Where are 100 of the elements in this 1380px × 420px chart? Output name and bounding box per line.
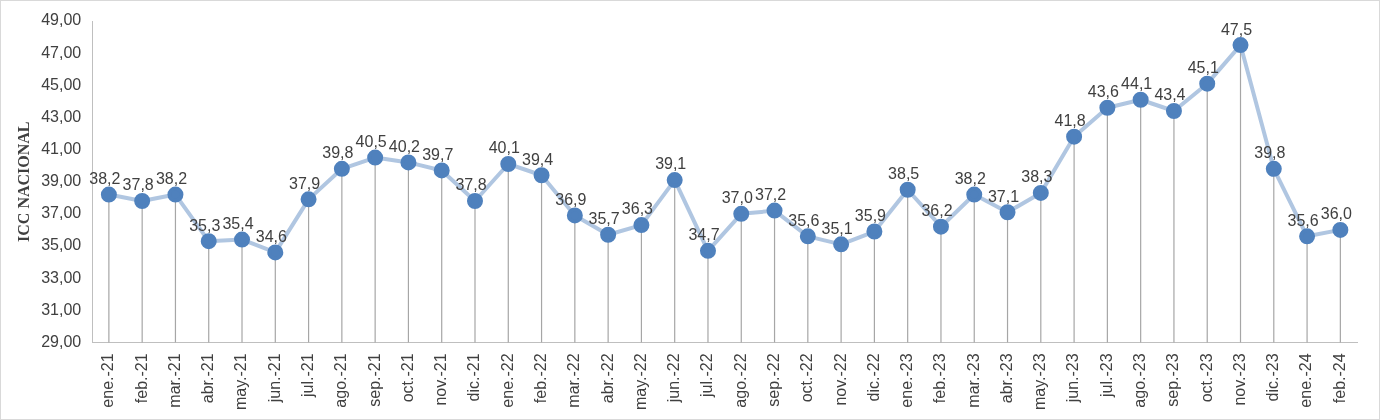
x-tick-label: oct.-22 — [798, 353, 816, 403]
point — [1299, 228, 1316, 245]
point — [333, 160, 350, 177]
data-label: 40,5 — [355, 133, 387, 150]
x-tick-label: sep.-21 — [365, 353, 383, 407]
x-tick-label: mar.-22 — [565, 353, 583, 408]
data-label: 38,3 — [1021, 168, 1053, 186]
data-label: 35,4 — [222, 214, 254, 232]
x-tick-label: feb.-23 — [931, 353, 949, 404]
x-tick-label: ene.-21 — [99, 353, 117, 408]
x-tick-label: ago.-22 — [731, 353, 749, 408]
data-label: 43,4 — [1154, 86, 1186, 104]
point — [566, 207, 583, 224]
point — [533, 167, 550, 184]
y-axis-title: ICC NACIONAL — [14, 121, 32, 242]
data-label: 40,1 — [488, 139, 520, 157]
data-label: 44,1 — [1121, 75, 1153, 93]
point — [1332, 221, 1349, 238]
point — [1132, 91, 1149, 108]
x-tick-label: jun.-21 — [265, 353, 283, 404]
x-tick-label: dic.-21 — [465, 353, 483, 402]
x-tick-label: jul.-23 — [1097, 353, 1115, 398]
x-tick-label: feb.-21 — [132, 353, 150, 404]
data-label: 35,3 — [189, 216, 221, 234]
y-tick-label: 33,00 — [41, 268, 82, 286]
point — [899, 181, 916, 198]
data-label: 45,1 — [1187, 59, 1219, 77]
y-tick-label: 49,00 — [41, 11, 82, 29]
data-label: 38,5 — [888, 165, 920, 183]
point — [467, 192, 483, 209]
data-label: 37,9 — [289, 174, 321, 192]
data-label: 40,2 — [388, 137, 421, 155]
x-tick-label: may.-23 — [1031, 353, 1049, 410]
y-tick-label: 45,00 — [41, 75, 82, 93]
point — [600, 226, 617, 243]
data-label: 41,8 — [1054, 112, 1086, 130]
data-label: 35,6 — [1287, 211, 1319, 229]
x-tick-label: feb.-22 — [531, 353, 549, 404]
point — [167, 186, 184, 203]
point — [733, 205, 750, 222]
x-tick-label: oct.-21 — [398, 353, 416, 403]
point — [267, 244, 284, 261]
point — [932, 218, 949, 235]
data-label: 37,2 — [754, 186, 787, 204]
data-label: 36,2 — [921, 202, 953, 220]
x-tick-label: mar.-23 — [964, 353, 982, 408]
data-label: 36,9 — [555, 190, 587, 208]
data-label: 34,6 — [255, 227, 287, 245]
x-tick-label: feb.-24 — [1330, 353, 1348, 404]
data-label: 35,1 — [821, 219, 853, 237]
point — [1099, 99, 1116, 116]
data-label: 39,8 — [322, 144, 354, 162]
point — [833, 236, 850, 253]
point — [234, 231, 251, 248]
x-tick-label: dic.-23 — [1264, 353, 1282, 402]
data-label: 36,0 — [1320, 205, 1353, 223]
x-tick-label: jul.-22 — [698, 353, 716, 398]
y-tick-label: 39,00 — [41, 172, 82, 190]
point — [500, 156, 517, 173]
point — [1066, 128, 1083, 145]
x-tick-label: may.-22 — [631, 353, 649, 410]
point — [1232, 37, 1249, 54]
data-label: 35,6 — [788, 211, 820, 229]
x-tick-label: dic.-22 — [864, 353, 882, 402]
x-tick-label: mar.-21 — [165, 353, 183, 408]
point — [799, 228, 816, 245]
y-tick-label: 43,00 — [41, 107, 82, 125]
point — [400, 154, 417, 171]
data-label: 38,2 — [155, 169, 188, 187]
x-tick-label: may.-21 — [232, 353, 250, 410]
data-label: 39,1 — [655, 155, 687, 173]
y-tick-label: 37,00 — [41, 204, 82, 222]
x-tick-label: oct.-23 — [1197, 353, 1215, 403]
point — [766, 202, 783, 219]
x-tick-label: jun.-23 — [1064, 353, 1082, 404]
point — [433, 162, 450, 179]
data-label: 37,8 — [455, 176, 487, 194]
x-tick-label: ene.-24 — [1297, 353, 1315, 408]
data-label: 34,7 — [688, 226, 720, 244]
y-tick-label: 35,00 — [41, 236, 82, 254]
data-label: 38,2 — [89, 169, 121, 187]
x-tick-label: ago.-23 — [1131, 353, 1149, 408]
data-label: 35,9 — [854, 206, 887, 224]
data-label: 38,2 — [954, 169, 986, 187]
point — [1199, 75, 1216, 92]
x-tick-label: abr.-22 — [598, 353, 616, 404]
point — [966, 186, 983, 203]
point — [699, 242, 716, 259]
data-label: 37,1 — [987, 187, 1020, 205]
point — [666, 172, 683, 189]
data-label: 47,5 — [1220, 20, 1253, 38]
point — [1165, 102, 1182, 119]
point — [100, 186, 117, 203]
point — [1032, 184, 1049, 201]
x-tick-label: jul.-21 — [298, 353, 316, 398]
x-tick-label: abr.-21 — [199, 353, 217, 404]
y-tick-label: 29,00 — [41, 332, 82, 350]
x-tick-label: nov.-22 — [831, 353, 849, 406]
x-tick-label: ene.-22 — [498, 353, 516, 408]
data-label: 37,8 — [122, 176, 154, 194]
